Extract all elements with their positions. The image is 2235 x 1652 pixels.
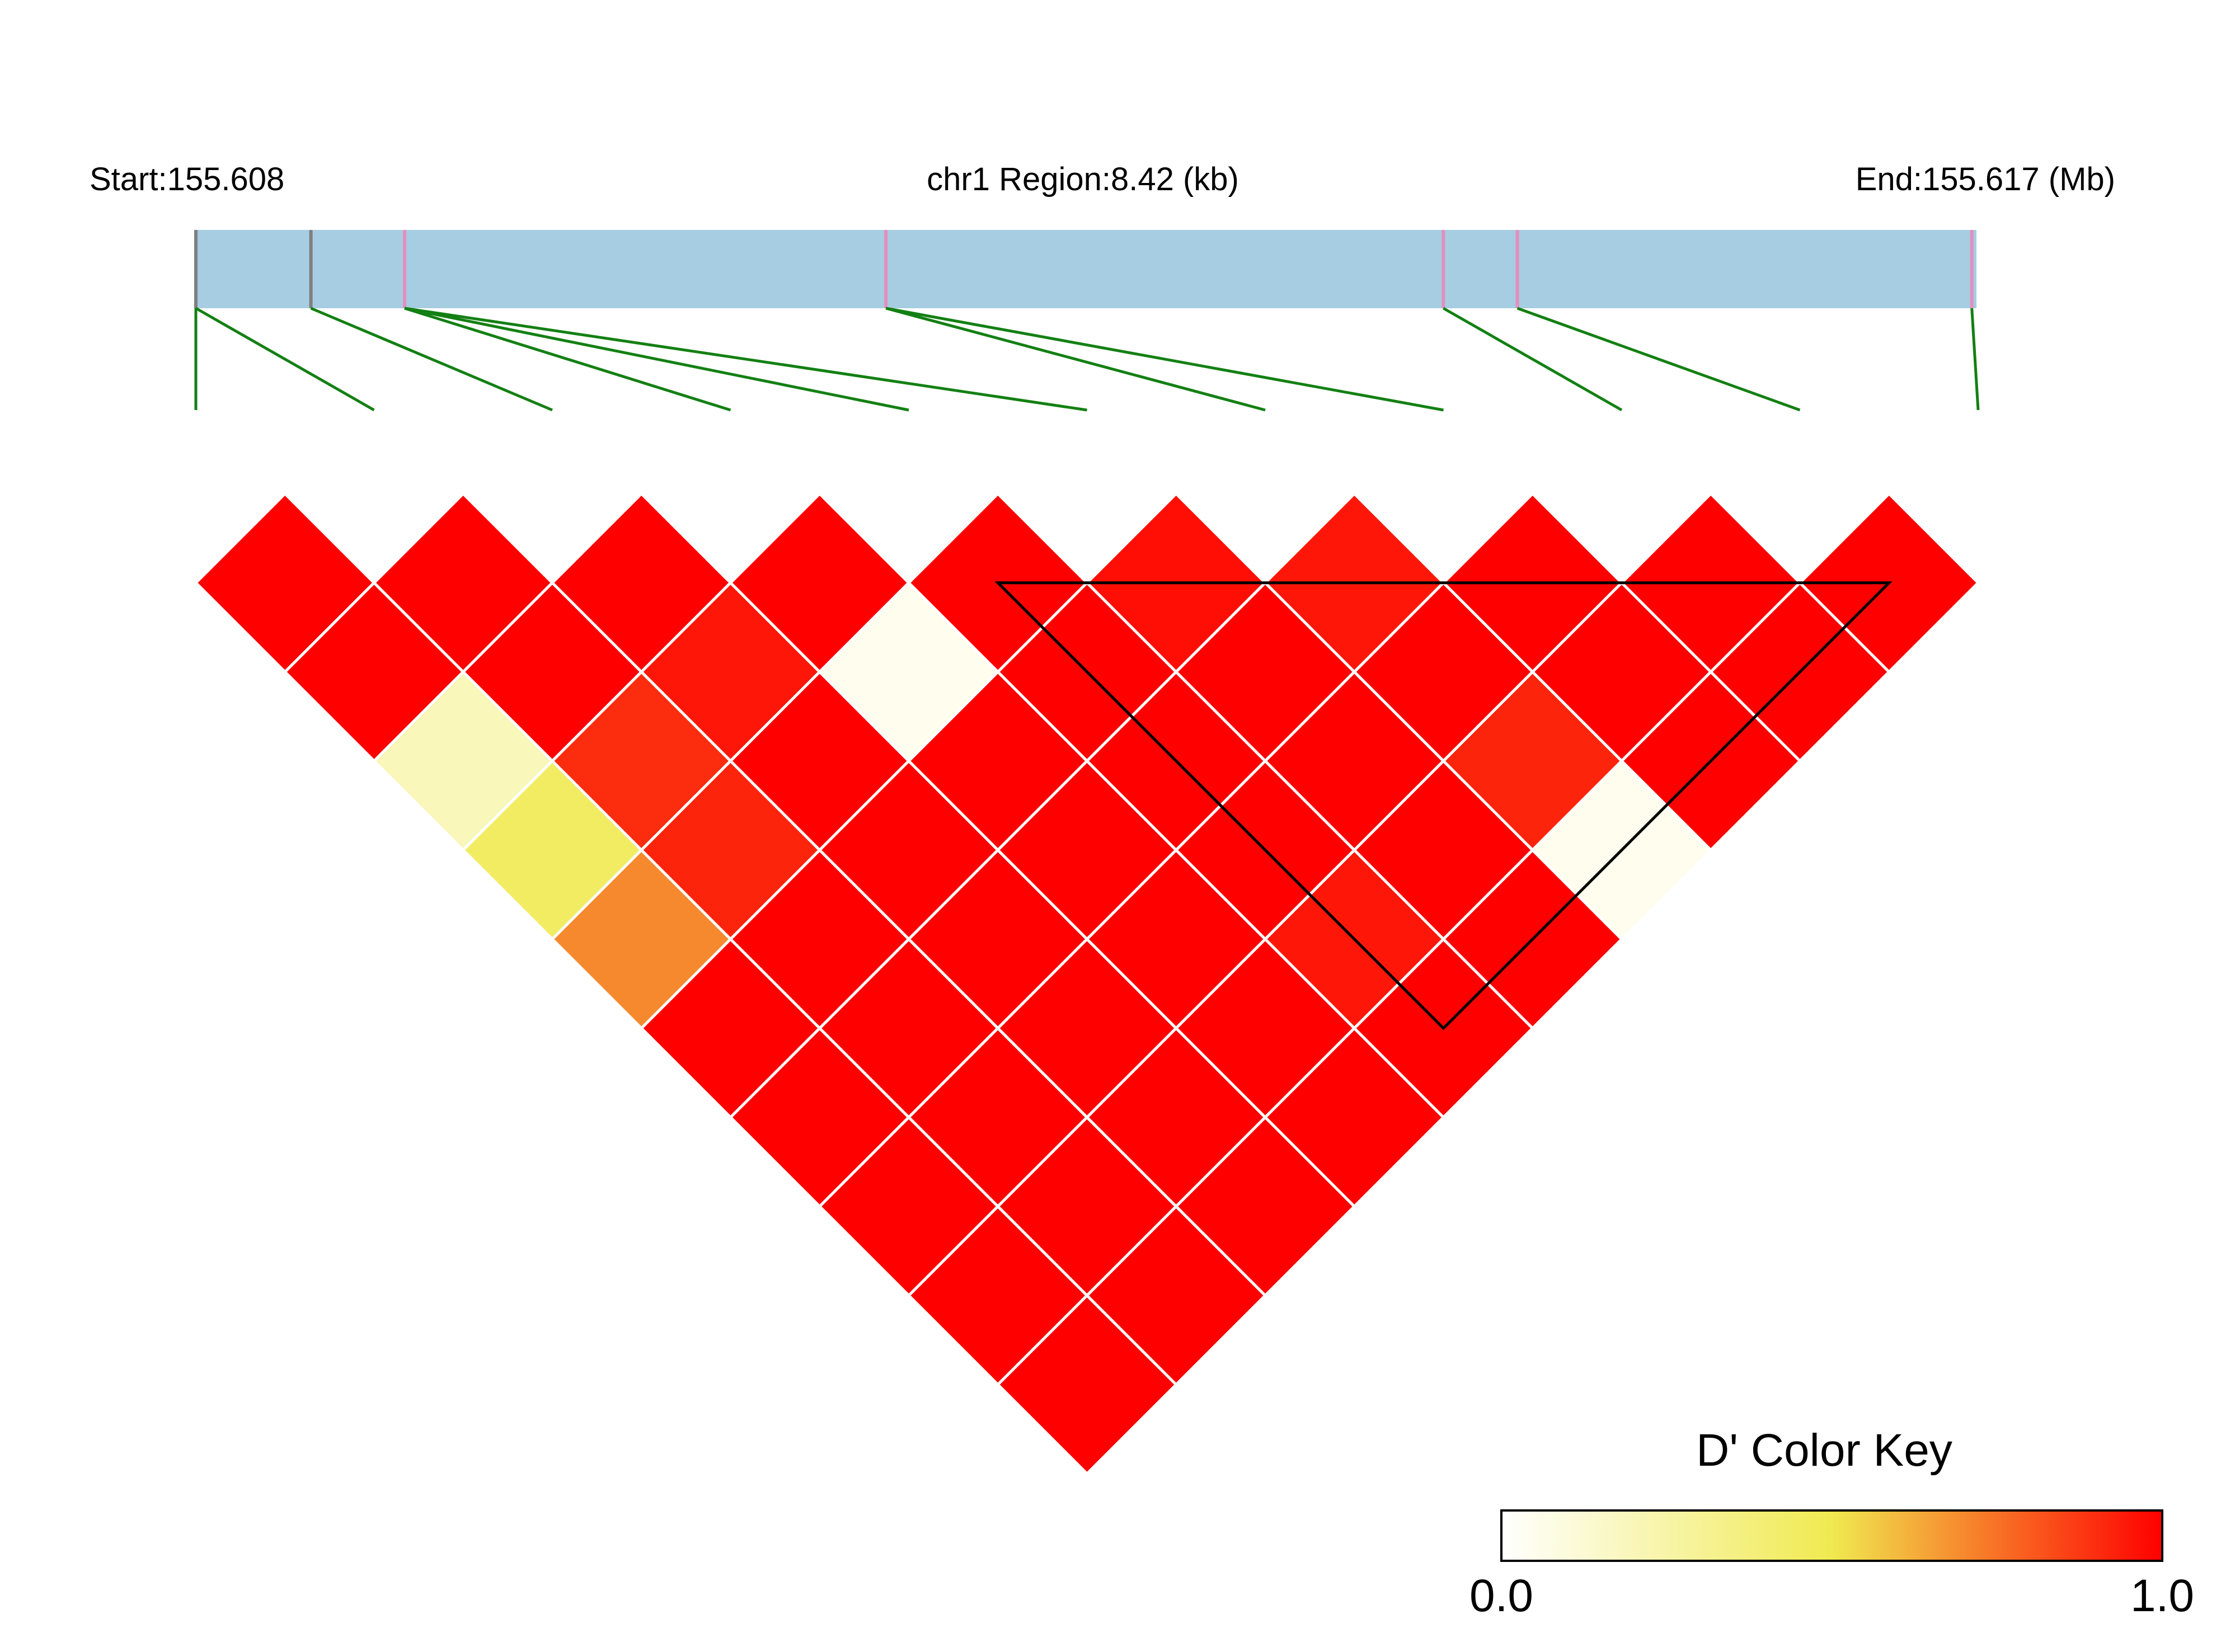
start-label: Start:155.608	[90, 161, 284, 197]
snp-connector-line	[404, 307, 1087, 412]
region-label: chr1 Region:8.42 (kb)	[927, 161, 1239, 197]
color-key-bar	[1500, 1509, 2163, 1562]
snp-connector-line	[1443, 307, 1623, 412]
snp-connector-line	[885, 307, 1266, 412]
ld-block-outlines	[994, 581, 1893, 1030]
snp-markers	[194, 230, 1974, 308]
color-key-min-label: 0.0	[1469, 1570, 1533, 1621]
snp-connector-line	[404, 307, 909, 412]
ld-matrix	[194, 491, 1980, 1476]
snp-connector-line	[310, 307, 553, 412]
end-label: End:155.617 (Mb)	[1856, 161, 2115, 197]
color-key-max-label: 1.0	[2130, 1570, 2194, 1621]
snp-connector-line	[404, 307, 731, 412]
snp-connector-lines	[194, 307, 1980, 412]
snp-connector-line	[1970, 308, 1980, 411]
ld-block-outline	[994, 581, 1893, 1030]
snp-connector-line	[1516, 307, 1801, 412]
region-bar	[196, 230, 1976, 308]
snp-connector-line	[195, 307, 375, 412]
color-key-title: D' Color Key	[1696, 1425, 1952, 1476]
snp-connector-line	[885, 307, 1444, 412]
color-key: D' Color Key 0.0 1.0	[1469, 1425, 2194, 1621]
